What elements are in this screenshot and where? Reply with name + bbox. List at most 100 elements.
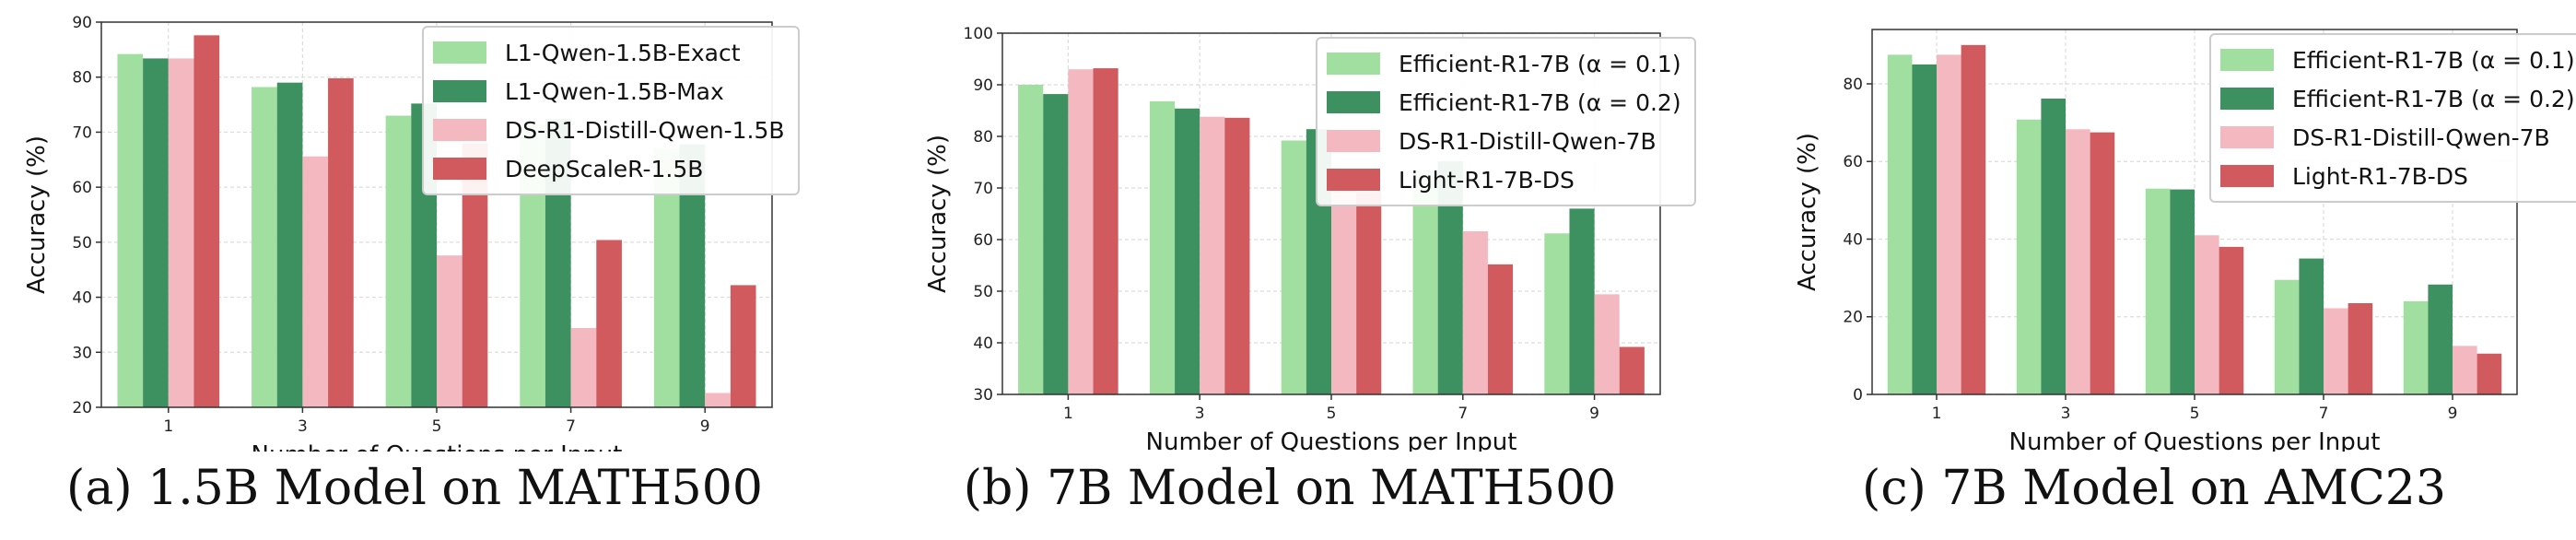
bar-ds-r1-distill-qwen-1-5b-q3 [302,156,329,407]
legend-swatch [2220,88,2274,110]
bar-ds-r1-distill-qwen-7b-q5 [1331,175,1357,394]
legend-label: Efficient-R1-7B (α = 0.2) [2292,85,2575,112]
bar-efficient-r1-7b-0-1-q7 [2274,279,2300,394]
legend-label: Light-R1-7B-DS [2292,162,2468,190]
bar-l1-qwen-1-5b-exact-q5 [385,115,412,407]
bar-ds-r1-distill-qwen-7b-q1 [1068,69,1094,394]
y-tick-label: 20 [72,399,92,417]
x-tick-label: 1 [163,417,173,436]
bar-efficient-r1-7b-0-1-q5 [1281,140,1306,395]
y-tick-label: 60 [72,179,92,197]
bar-deepscaler-1-5b-q7 [596,240,622,407]
bar-efficient-r1-7b-0-1-q1 [1018,85,1044,394]
bar-ds-r1-distill-qwen-1-5b-q9 [705,393,731,407]
x-tick-label: 9 [700,417,710,436]
bar-ds-r1-distill-qwen-7b-q3 [2066,129,2090,395]
x-axis-title: Number of Questions per Input [2009,428,2381,452]
chart-panel-a: 20 30 40 50 60 70 80 90 1 3 5 7 9 Number of Questions… [0,0,829,540]
y-axis-title: Accuracy (%) [23,135,51,294]
bar-efficient-r1-7b-0-2-q1 [1043,94,1069,394]
bar-efficient-r1-7b-0-1-q5 [2145,188,2171,394]
legend-entry: DS-R1-Distill-Qwen-7B [1327,122,1681,160]
legend-swatch [433,41,486,64]
chart-caption-c: (c) 7B Model on AMC23 [1862,461,2446,516]
x-tick-label: 9 [2448,405,2458,423]
bar-light-r1-7b-ds-q5 [1356,192,1382,394]
x-tick-label: 1 [1063,405,1073,423]
chart-svg-c: 0 20 40 60 80 1 3 5 7 9 Number of Questions per In… [1794,29,2518,452]
x-tick-label: 9 [1589,405,1599,423]
x-tick-label: 3 [2061,405,2071,423]
x-tick-label: 5 [1327,405,1337,423]
bar-l1-qwen-1-5b-exact-q1 [117,53,144,408]
bar-light-r1-7b-ds-q7 [2348,303,2373,394]
bar-efficient-r1-7b-0-1-q1 [1887,54,1913,394]
bar-efficient-r1-7b-0-2-q1 [1912,64,1937,395]
legend-label: DS-R1-Distill-Qwen-7B [1399,127,1657,155]
bar-light-r1-7b-ds-q1 [1093,68,1118,394]
bar-efficient-r1-7b-0-1-q3 [2016,119,2042,394]
legend-entry: Efficient-R1-7B (α = 0.2) [1327,83,1681,122]
x-axis-title: Number of Questions per Input [1146,428,1517,452]
bar-light-r1-7b-ds-q7 [1487,264,1514,394]
legend-swatch [433,158,486,180]
chart-caption-b: (b) 7B Model on MATH500 [963,461,1617,516]
y-tick-label: 70 [72,123,92,142]
bar-efficient-r1-7b-0-2-q5 [2170,189,2195,394]
legend-swatch [1327,169,1380,191]
bar-ds-r1-distill-qwen-7b-q9 [1594,294,1620,394]
bar-l1-qwen-1-5b-max-q1 [143,58,169,407]
y-tick-label: 50 [72,234,92,252]
y-tick-label: 80 [72,69,92,88]
x-tick-label: 3 [1195,405,1205,423]
bar-ds-r1-distill-qwen-1-5b-q1 [168,58,194,407]
x-tick-label: 3 [298,417,308,436]
legend-entry: L1-Qwen-1.5B-Max [433,72,785,111]
x-tick-label: 1 [1932,405,1942,423]
y-tick-label: 40 [72,289,92,308]
legend-label: L1-Qwen-1.5B-Exact [505,39,741,66]
legend-label: Light-R1-7B-DS [1399,166,1575,194]
legend-entry: L1-Qwen-1.5B-Exact [433,33,785,72]
y-tick-label: 90 [973,76,993,95]
y-tick-label: 20 [1843,309,1863,327]
legend-entry: Light-R1-7B-DS [1327,160,1681,199]
chart-panel-b: 30 40 50 60 70 80 90 100 1 3 5 7 9 Number of Question… [866,0,1714,540]
legend-b: Efficient-R1-7B (α = 0.1) Efficient-R1-7B… [1316,37,1696,206]
bar-ds-r1-distill-qwen-1-5b-q7 [570,328,597,407]
plot-frame [100,21,773,408]
bar-efficient-r1-7b-0-2-q9 [1569,208,1595,394]
bar-efficient-r1-7b-0-2-q7 [2299,258,2324,394]
legend-entry: DS-R1-Distill-Qwen-7B [2220,118,2575,157]
legend-label: Efficient-R1-7B (α = 0.2) [1399,88,1681,116]
bar-efficient-r1-7b-0-1-q3 [1149,100,1176,395]
legend-swatch [2220,126,2274,148]
y-tick-label: 70 [973,180,993,198]
legend-entry: Efficient-R1-7B (α = 0.1) [1327,44,1681,83]
bar-l1-qwen-1-5b-max-q3 [276,82,303,407]
bar-light-r1-7b-ds-q3 [1224,117,1250,394]
legend-entry: Efficient-R1-7B (α = 0.1) [2220,41,2575,79]
y-tick-label: 40 [1843,230,1863,249]
y-tick-label: 80 [1843,76,1863,94]
legend-label: DS-R1-Distill-Qwen-1.5B [505,116,785,144]
legend-label: Efficient-R1-7B (α = 0.1) [1399,50,1681,77]
x-tick-label: 7 [1458,405,1468,423]
bar-l1-qwen-1-5b-exact-q3 [252,87,277,407]
y-tick-label: 30 [973,386,993,405]
legend-a: L1-Qwen-1.5B-Exact L1-Qwen-1.5B-Max DS-R1-… [422,26,800,195]
legend-swatch [2220,165,2274,187]
plot-frame [1871,29,2518,395]
bar-ds-r1-distill-qwen-1-5b-q5 [437,255,463,407]
bar-ds-r1-distill-qwen-7b-q5 [2195,235,2219,394]
legend-swatch [1327,130,1380,152]
bar-ds-r1-distill-qwen-7b-q1 [1937,54,1961,394]
bar-light-r1-7b-ds-q9 [1619,346,1645,394]
bar-efficient-r1-7b-0-1-q9 [2403,300,2429,394]
chart-svg-a: 20 30 40 50 60 70 80 90 1 3 5 7 9 Number of Questions… [23,14,773,452]
legend-entry: DeepScaleR-1.5B [433,149,785,188]
bar-light-r1-7b-ds-q3 [2090,132,2115,394]
chart-panel-c: 0 20 40 60 80 1 3 5 7 9 Number of Questions per In… [1732,0,2576,540]
legend-swatch [433,80,486,102]
y-tick-label: 60 [1843,153,1863,171]
